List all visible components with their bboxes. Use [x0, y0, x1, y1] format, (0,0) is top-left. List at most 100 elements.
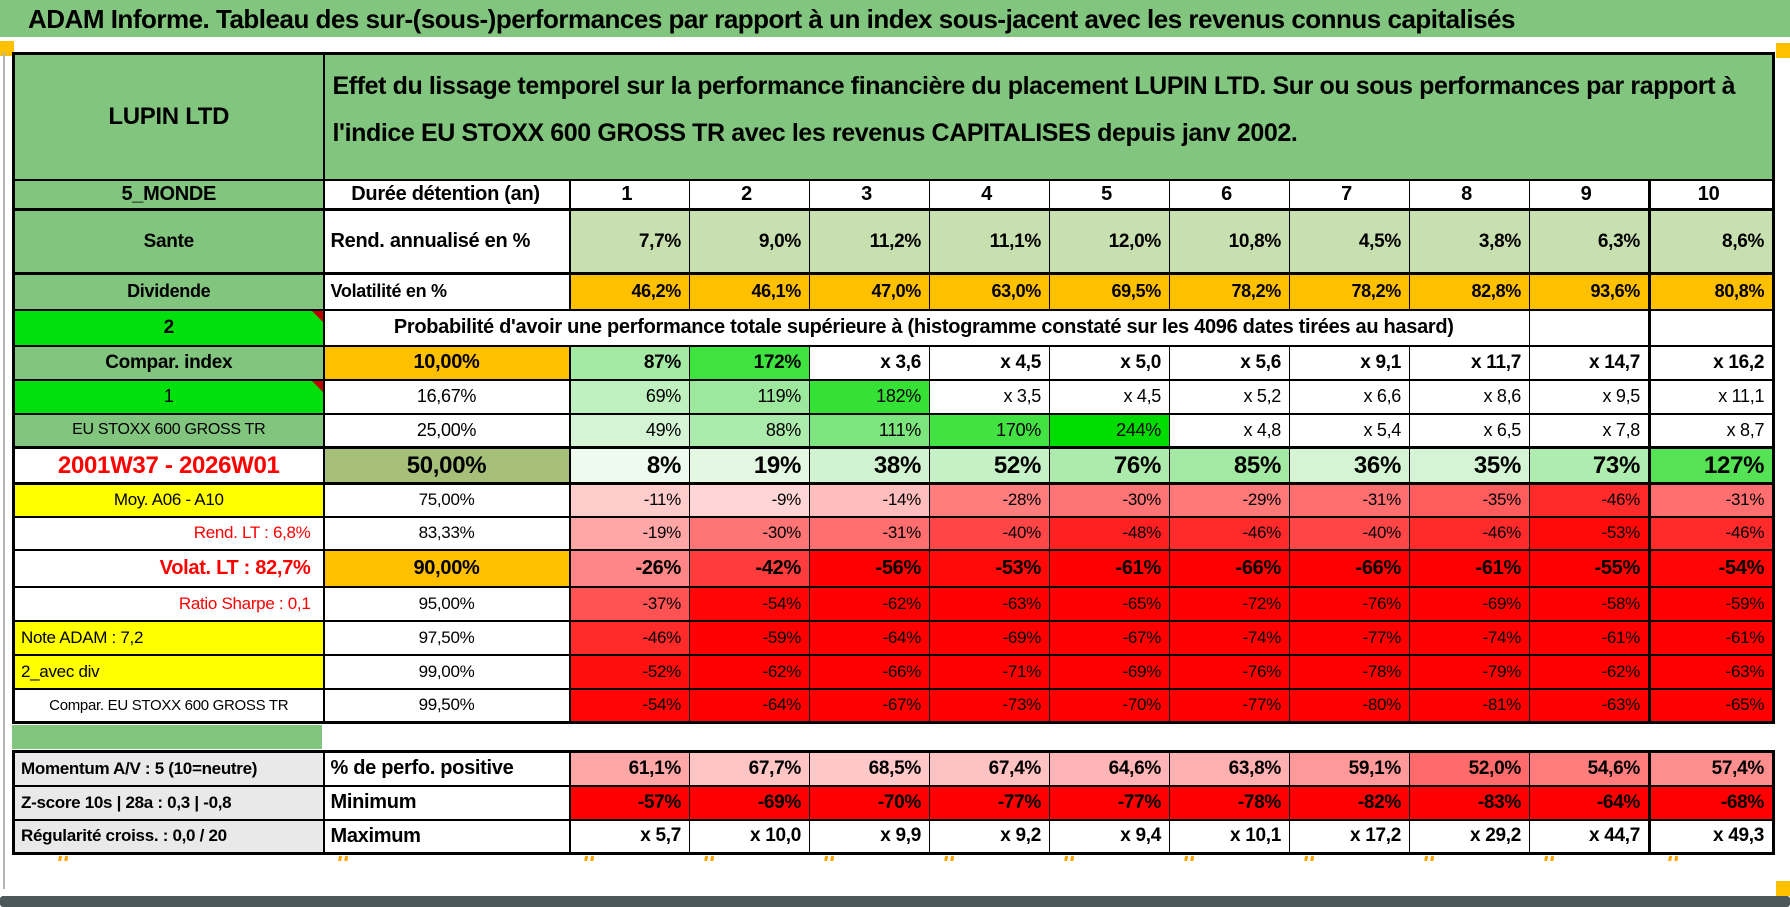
- value-cell[interactable]: x 44,7: [1529, 818, 1650, 854]
- value-cell[interactable]: 78,2%: [1169, 272, 1290, 310]
- row-label-cell[interactable]: Moy. A06 - A10: [13, 482, 324, 517]
- value-cell[interactable]: x 8,6: [1409, 378, 1530, 414]
- value-cell[interactable]: 63,0%: [929, 272, 1050, 310]
- value-cell[interactable]: 8,6%: [1647, 208, 1774, 274]
- value-cell[interactable]: -63%: [1647, 653, 1774, 689]
- value-cell[interactable]: x 10,1: [1169, 818, 1290, 854]
- value-cell[interactable]: -48%: [1049, 515, 1170, 550]
- value-cell[interactable]: -69%: [1049, 653, 1170, 689]
- percentile-cell[interactable]: 10,00%: [322, 344, 570, 380]
- value-cell[interactable]: -56%: [809, 548, 930, 587]
- value-cell[interactable]: -11%: [568, 482, 690, 517]
- value-cell[interactable]: 4: [929, 178, 1050, 210]
- row-label-cell[interactable]: Note ADAM : 7,2: [13, 619, 324, 655]
- value-cell[interactable]: 52%: [929, 446, 1050, 484]
- value-cell[interactable]: -69%: [689, 784, 810, 820]
- value-cell[interactable]: -31%: [1647, 482, 1774, 517]
- value-cell[interactable]: x 7,8: [1529, 412, 1650, 448]
- value-cell[interactable]: -74%: [1409, 619, 1530, 655]
- value-cell[interactable]: x 5,7: [568, 818, 690, 854]
- value-cell[interactable]: -52%: [568, 653, 690, 689]
- value-cell[interactable]: -9%: [689, 482, 810, 517]
- value-cell[interactable]: 63,8%: [1169, 750, 1290, 786]
- row-label-cell[interactable]: Compar. index: [13, 344, 324, 380]
- value-cell[interactable]: x 17,2: [1289, 818, 1410, 854]
- value-cell[interactable]: -55%: [1529, 548, 1650, 587]
- value-cell[interactable]: -59%: [1647, 585, 1774, 621]
- row-label-cell[interactable]: 2001W37 - 2026W01: [13, 446, 324, 484]
- value-cell[interactable]: -62%: [689, 653, 810, 689]
- value-cell[interactable]: -66%: [1289, 548, 1410, 587]
- percentile-cell[interactable]: 90,00%: [322, 548, 570, 587]
- value-cell[interactable]: -66%: [809, 653, 930, 689]
- value-cell[interactable]: -61%: [1049, 548, 1170, 587]
- value-cell[interactable]: 38%: [809, 446, 930, 484]
- value-cell[interactable]: -46%: [1529, 482, 1650, 517]
- value-cell[interactable]: 46,2%: [568, 272, 690, 310]
- value-cell[interactable]: -35%: [1409, 482, 1530, 517]
- percentile-cell[interactable]: 97,50%: [322, 619, 570, 655]
- value-cell[interactable]: -70%: [809, 784, 930, 820]
- value-cell[interactable]: -46%: [1409, 515, 1530, 550]
- row-header-cell[interactable]: Durée détention (an): [322, 178, 570, 210]
- value-cell[interactable]: -69%: [929, 619, 1050, 655]
- percentile-cell[interactable]: 50,00%: [322, 446, 570, 484]
- value-cell[interactable]: 57,4%: [1648, 750, 1774, 786]
- value-cell[interactable]: -77%: [1049, 784, 1170, 820]
- value-cell[interactable]: 12,0%: [1049, 208, 1170, 274]
- row-label-cell[interactable]: Z-score 10s | 28a : 0,3 | -0,8: [13, 784, 324, 820]
- value-cell[interactable]: 4,5%: [1289, 208, 1410, 274]
- value-cell[interactable]: -73%: [929, 687, 1050, 723]
- value-cell[interactable]: -83%: [1409, 784, 1530, 820]
- row-label-cell[interactable]: Dividende: [13, 272, 324, 310]
- value-cell[interactable]: -54%: [568, 687, 690, 723]
- value-cell[interactable]: 78,2%: [1289, 272, 1410, 310]
- value-cell[interactable]: x 49,3: [1648, 818, 1774, 854]
- value-cell[interactable]: 54,6%: [1529, 750, 1650, 786]
- value-cell[interactable]: x 11,7: [1409, 344, 1530, 380]
- row-label-cell[interactable]: 2: [13, 308, 324, 346]
- value-cell[interactable]: 35%: [1409, 446, 1530, 484]
- value-cell[interactable]: -31%: [809, 515, 930, 550]
- value-cell[interactable]: x 16,2: [1647, 344, 1774, 380]
- value-cell[interactable]: -78%: [1289, 653, 1410, 689]
- value-cell[interactable]: 64,6%: [1049, 750, 1170, 786]
- value-cell[interactable]: -54%: [689, 585, 810, 621]
- value-cell[interactable]: -64%: [1529, 784, 1650, 820]
- value-cell[interactable]: -29%: [1169, 482, 1290, 517]
- value-cell[interactable]: 46,1%: [689, 272, 810, 310]
- value-cell[interactable]: 7: [1289, 178, 1410, 210]
- value-cell[interactable]: -79%: [1409, 653, 1530, 689]
- value-cell[interactable]: x 11,1: [1647, 378, 1774, 414]
- value-cell[interactable]: x 5,4: [1289, 412, 1410, 448]
- value-cell[interactable]: 2: [689, 178, 810, 210]
- value-cell[interactable]: -80%: [1289, 687, 1410, 723]
- value-cell[interactable]: -77%: [1289, 619, 1410, 655]
- value-cell[interactable]: x 4,5: [1049, 378, 1170, 414]
- value-cell[interactable]: x 9,5: [1529, 378, 1650, 414]
- value-cell[interactable]: 127%: [1647, 446, 1774, 484]
- value-cell[interactable]: 73%: [1529, 446, 1650, 484]
- value-cell[interactable]: 11,2%: [809, 208, 930, 274]
- row-label-cell[interactable]: Volat. LT : 82,7%: [13, 548, 324, 587]
- value-cell[interactable]: -30%: [1049, 482, 1170, 517]
- value-cell[interactable]: -68%: [1648, 784, 1774, 820]
- value-cell[interactable]: 172%: [689, 344, 810, 380]
- value-cell[interactable]: -64%: [689, 687, 810, 723]
- value-cell[interactable]: 6,3%: [1529, 208, 1650, 274]
- value-cell[interactable]: -78%: [1169, 784, 1290, 820]
- value-cell[interactable]: x 9,4: [1049, 818, 1170, 854]
- row-label-cell[interactable]: Rend. LT : 6,8%: [13, 515, 324, 550]
- row-label-cell[interactable]: 1: [13, 378, 324, 414]
- percentile-cell[interactable]: 83,33%: [322, 515, 570, 550]
- value-cell[interactable]: -40%: [1289, 515, 1410, 550]
- value-cell[interactable]: 69%: [568, 378, 690, 414]
- value-cell[interactable]: -63%: [1529, 687, 1650, 723]
- value-cell[interactable]: 49%: [568, 412, 690, 448]
- value-cell[interactable]: 8: [1409, 178, 1530, 210]
- value-cell[interactable]: 87%: [568, 344, 690, 380]
- value-cell[interactable]: 8%: [568, 446, 690, 484]
- value-cell[interactable]: 36%: [1289, 446, 1410, 484]
- value-cell[interactable]: 10,8%: [1169, 208, 1290, 274]
- value-cell[interactable]: 3: [809, 178, 930, 210]
